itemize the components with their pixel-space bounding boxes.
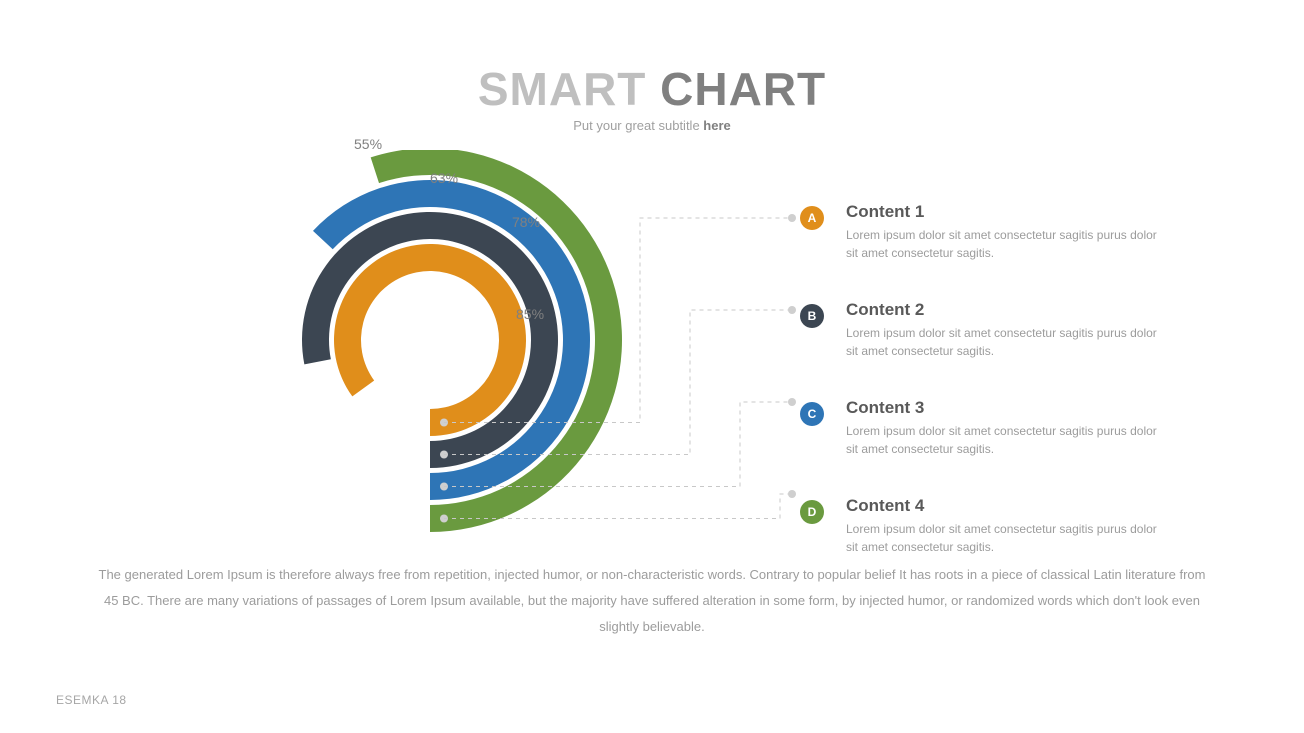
subtitle-emph: here (703, 118, 730, 133)
arc-inner (334, 244, 526, 436)
pct-label-third: 78% (512, 214, 540, 230)
badge-C: C (800, 402, 824, 426)
content-item-A: A Content 1 Lorem ipsum dolor sit amet con… (800, 202, 1160, 262)
radial-chart-svg (230, 150, 630, 550)
content-item-C: C Content 3 Lorem ipsum dolor sit amet con… (800, 398, 1160, 458)
content-desc: Lorem ipsum dolor sit amet consectetur s… (846, 324, 1160, 360)
badge-B: B (800, 304, 824, 328)
badge-D: D (800, 500, 824, 524)
title-block: SMART CHART Put your great subtitle here (0, 0, 1304, 133)
content-title: Content 3 (846, 398, 1160, 418)
content-item-D: D Content 4 Lorem ipsum dolor sit amet con… (800, 496, 1160, 556)
radial-chart: 55%63%78%85% (230, 150, 610, 530)
pct-label-outer: 55% (354, 136, 382, 152)
content-text-D: Content 4 Lorem ipsum dolor sit amet cons… (846, 496, 1160, 556)
content-title: Content 2 (846, 300, 1160, 320)
content-list: A Content 1 Lorem ipsum dolor sit amet con… (800, 202, 1160, 594)
page-title: SMART CHART (0, 62, 1304, 116)
title-word-2: CHART (646, 63, 826, 115)
content-title: Content 4 (846, 496, 1160, 516)
subtitle-prefix: Put your great subtitle (573, 118, 703, 133)
pct-label-second: 63% (430, 170, 458, 186)
pct-label-inner: 85% (516, 306, 544, 322)
title-word-1: SMART (478, 63, 647, 115)
content-text-A: Content 1 Lorem ipsum dolor sit amet cons… (846, 202, 1160, 262)
corner-label: ESEMKA 18 (56, 693, 127, 707)
content-item-B: B Content 2 Lorem ipsum dolor sit amet con… (800, 300, 1160, 360)
content-desc: Lorem ipsum dolor sit amet consectetur s… (846, 520, 1160, 556)
badge-A: A (800, 206, 824, 230)
content-desc: Lorem ipsum dolor sit amet consectetur s… (846, 422, 1160, 458)
content-text-C: Content 3 Lorem ipsum dolor sit amet cons… (846, 398, 1160, 458)
content-text-B: Content 2 Lorem ipsum dolor sit amet cons… (846, 300, 1160, 360)
page-subtitle: Put your great subtitle here (0, 118, 1304, 133)
content-desc: Lorem ipsum dolor sit amet consectetur s… (846, 226, 1160, 262)
content-title: Content 1 (846, 202, 1160, 222)
footer-paragraph: The generated Lorem Ipsum is therefore a… (90, 562, 1214, 640)
